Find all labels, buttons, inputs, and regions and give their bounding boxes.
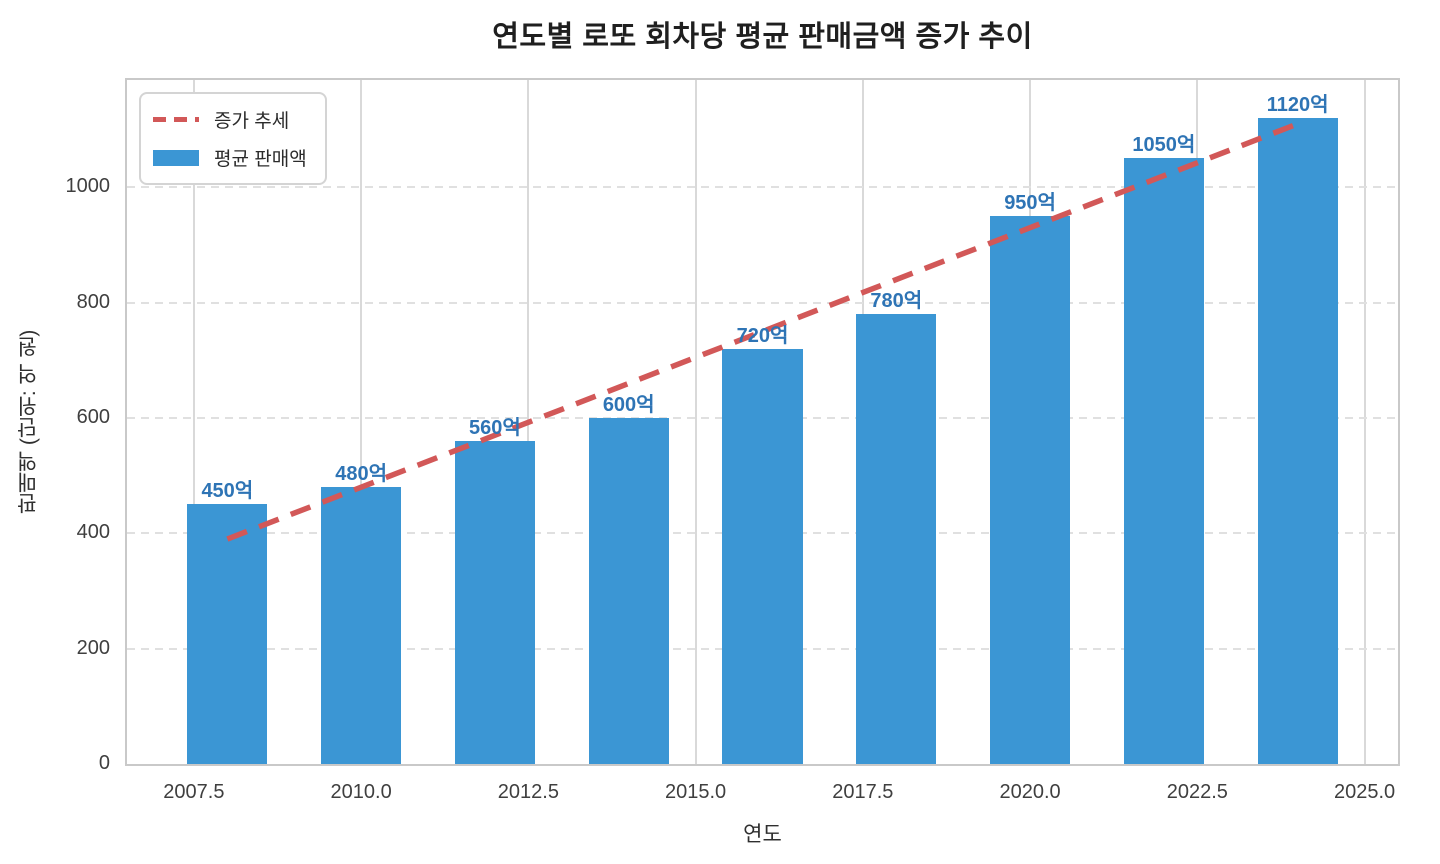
bar [588,417,669,764]
x-tick-label: 2015.0 [665,781,727,803]
x-tick-label: 2007.5 [163,781,225,803]
x-tick-label: 2022.5 [1166,781,1228,803]
bar [1257,118,1338,764]
bar-value-label: 720억 [736,324,789,347]
bar-swatch-icon [153,149,199,166]
gridline-vertical [360,80,363,764]
x-tick-label: 2010.0 [330,781,392,803]
x-axis-label: 연도 [743,823,782,846]
y-tick-label: 1000 [65,175,111,198]
trend-line [226,121,1299,542]
legend-item-label: 평균 판매액 [214,149,307,170]
bar [454,441,536,764]
bar-value-label: 600억 [602,393,655,416]
bar-value-label: 1050억 [1132,134,1196,157]
bar-value-label: 950억 [1004,192,1056,215]
bar [989,216,1071,764]
legend-item-label: 증가 추세 [214,111,290,132]
bar-value-label: 1120억 [1266,94,1329,117]
trend-line-path [226,121,1299,542]
x-tick-label: 2020.0 [999,781,1061,803]
y-tick-label: 800 [76,290,110,313]
dashed-line-swatch-icon [153,117,199,122]
bar-value-label: 780억 [870,290,923,313]
legend-item-trend: 증가 추세 [153,106,307,133]
bar [722,348,803,764]
chart-title: 연도별 로또 회차당 평균 판매금액 증가 추이 [492,21,1033,53]
gridline-vertical [694,80,697,764]
legend-item-bars: 평균 판매액 [153,144,307,171]
y-tick-label: 0 [98,752,110,774]
y-tick-label: 400 [76,521,110,544]
bar-value-label: 450억 [201,480,254,503]
bar-value-label: 480억 [335,463,388,486]
y-tick-label: 600 [76,405,110,428]
gridline-horizontal [127,301,1398,304]
x-tick-label: 2017.5 [832,781,894,803]
bar [1123,158,1204,764]
plot-area: 증가 추세 평균 판매액 450억 480억 560억 600억 720억 780억 950… [125,78,1400,766]
x-tick-label: 2012.5 [497,781,559,803]
x-tick-label: 2025.0 [1333,781,1396,803]
legend: 증가 추세 평균 판매액 [139,92,327,185]
bar [320,487,402,764]
bar [856,314,937,764]
bar [187,504,268,764]
gridline-vertical [1363,80,1366,764]
gridline-horizontal [127,186,1398,189]
y-tick-label: 200 [76,636,110,659]
bar-value-label: 560억 [469,417,521,440]
gridline-vertical [192,80,195,764]
